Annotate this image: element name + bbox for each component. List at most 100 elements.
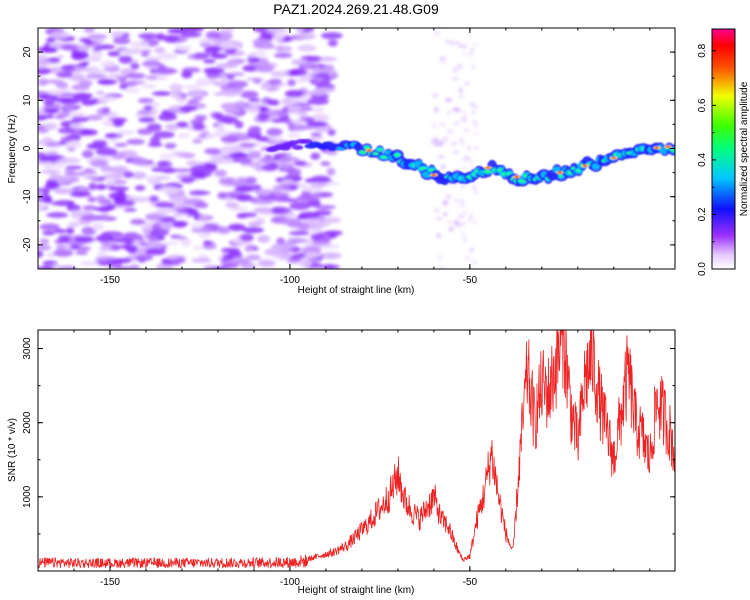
spectrogram-noise-blob bbox=[67, 140, 82, 149]
spectrogram-noise-blob bbox=[227, 80, 249, 88]
spectrogram-noise-blob bbox=[239, 233, 254, 242]
spectrogram-noise-blob bbox=[66, 227, 75, 235]
spectrogram-noise-blob bbox=[129, 264, 140, 269]
spectrogram-noise-blob bbox=[177, 133, 190, 139]
spectrogram-noise-blob bbox=[258, 157, 271, 163]
spectrogram-noise-blob bbox=[431, 93, 439, 98]
spectrogram-noise-blob bbox=[110, 30, 125, 38]
spectrogram-noise-blob bbox=[80, 214, 103, 222]
spectrogram-noise-blob bbox=[108, 186, 130, 192]
spectrogram-signal-track bbox=[266, 138, 675, 187]
spectrogram-noise-blob bbox=[463, 44, 468, 49]
spectrogram-noise-blob bbox=[445, 194, 452, 198]
spectrogram-noise-blob bbox=[310, 233, 324, 239]
spectrogram-noise-blob bbox=[185, 161, 206, 166]
spectrogram-noise-blob bbox=[247, 54, 256, 58]
spectrogram-noise-blob bbox=[288, 246, 301, 253]
spectrogram-noise-blob bbox=[45, 141, 61, 148]
spectrogram-noise-blob bbox=[124, 80, 146, 85]
spectrogram-noise-blob bbox=[95, 147, 118, 156]
spectrogram-noise-blob bbox=[255, 64, 274, 73]
spectrogram-noise-blob bbox=[288, 231, 310, 236]
spectrogram-noise-blob bbox=[75, 250, 89, 255]
spectrogram-noise-blob bbox=[440, 164, 446, 170]
spectrogram-noise-blob bbox=[272, 184, 291, 190]
spectrogram-noise-blob bbox=[42, 231, 56, 236]
spectrogram-noise-blob bbox=[462, 111, 467, 116]
snr-series-line bbox=[38, 330, 675, 569]
spectrogram-noise-blob bbox=[160, 167, 178, 174]
spectrogram-noise-blob bbox=[306, 120, 329, 127]
spectrogram-noise-blob bbox=[309, 194, 323, 199]
spectrogram-noise-blob bbox=[181, 70, 193, 79]
spectrogram-noise-blob bbox=[469, 247, 474, 252]
spectrogram-noise-blob bbox=[271, 243, 293, 250]
spectrogram-noise-blob bbox=[300, 246, 322, 255]
spectrogram-noise-blob bbox=[224, 47, 237, 55]
spectrogram-noise-blob bbox=[38, 67, 52, 75]
spectrogram-noise-blob bbox=[58, 235, 71, 241]
spectrogram-noise-blob bbox=[320, 32, 343, 40]
spectrogram-noise-blob bbox=[46, 178, 58, 187]
snr-ticks: -150 -100 -50 1000 2000 3000 bbox=[22, 330, 675, 588]
spectrogram-noise-blob bbox=[204, 163, 217, 173]
spectrogram-noise-blob bbox=[287, 133, 301, 138]
spectrogram-noise-blob bbox=[180, 176, 195, 184]
spectrogram-noise-blob bbox=[43, 100, 55, 105]
spectrogram-noise-blob bbox=[223, 108, 242, 114]
snr-panel: -150 -100 -50 1000 2000 3000 Height of straig… bbox=[7, 329, 676, 596]
spectrogram-noise-blob bbox=[130, 40, 150, 49]
spectrogram-noise-blob bbox=[469, 50, 474, 55]
spectrogram-noise-blob bbox=[69, 244, 80, 250]
spectrogram-noise-blob bbox=[62, 102, 76, 110]
spectrogram-noise-blob bbox=[281, 179, 294, 184]
spectrogram-track-peak-core bbox=[431, 174, 437, 176]
spectrogram-track-blob bbox=[576, 168, 581, 173]
spectrogram-noise-blob bbox=[310, 182, 328, 188]
spectrogram-noise-blob bbox=[233, 259, 252, 266]
spectrogram-noise-blob bbox=[313, 87, 336, 93]
spectrogram-noise-blob bbox=[151, 222, 163, 231]
spectrogram-noise-blob bbox=[60, 44, 80, 51]
spectrogram-noise-blob bbox=[114, 143, 128, 147]
spectrogram-noise-blob bbox=[213, 169, 228, 177]
spectrogram-noise-blob bbox=[268, 135, 284, 142]
spectrogram-noise-blob bbox=[143, 105, 153, 111]
spectrogram-noise-blob bbox=[123, 208, 137, 212]
spectrogram-noise-blob bbox=[85, 114, 103, 121]
spectrogram-noise-blob bbox=[449, 40, 454, 46]
spectrogram-noise-blob bbox=[180, 238, 192, 247]
spectrogram-noise-blob bbox=[443, 212, 448, 217]
spectrogram-noise-blob bbox=[95, 90, 105, 95]
spectrogram-noise-blob bbox=[119, 48, 141, 56]
spectrogram-noise-blob bbox=[242, 226, 264, 234]
spectrogram-noise-blob bbox=[284, 100, 299, 105]
spectrogram-noise-blob bbox=[205, 133, 216, 140]
spectrogram-noise-blob bbox=[221, 116, 239, 125]
spectrogram-noise-blob bbox=[234, 185, 255, 192]
spectrogram-noise-blob bbox=[253, 207, 273, 214]
spectrogram-noise-blob bbox=[461, 184, 466, 189]
spectrogram-noise-blob bbox=[102, 120, 114, 125]
spectrogram-noise-blob bbox=[293, 78, 313, 83]
spectrogram-noise-blob bbox=[439, 122, 447, 127]
spectrogram-noise-blob bbox=[459, 203, 466, 208]
spectrogram-noise-blob bbox=[454, 199, 459, 203]
spectrogram-noise-blob bbox=[312, 68, 325, 73]
spectrogram-noise-blob bbox=[297, 44, 317, 52]
spectrogram-noise-blob bbox=[90, 159, 109, 168]
spectrogram-noise-blob bbox=[75, 236, 93, 243]
spectrogram-noise-blob bbox=[211, 112, 224, 119]
spectrogram-noise-blob bbox=[87, 196, 97, 203]
spectrogram-noise-blob bbox=[127, 246, 137, 255]
spectrogram-noise-blob bbox=[458, 137, 464, 144]
spectrogram-noise-blob bbox=[189, 91, 206, 97]
spectrogram-noise-blob bbox=[202, 244, 218, 250]
snr-y-label: SNR (10 * v/v) bbox=[7, 418, 18, 482]
spectrogram-noise-blob bbox=[168, 83, 184, 92]
colorbar-ticks: 0.0 0.2 0.4 0.6 0.8 bbox=[697, 43, 716, 276]
spectrogram-noise-blob bbox=[317, 56, 337, 62]
spectrogram-noise-blob bbox=[130, 62, 140, 70]
spectrogram-noise-blob bbox=[85, 57, 102, 62]
